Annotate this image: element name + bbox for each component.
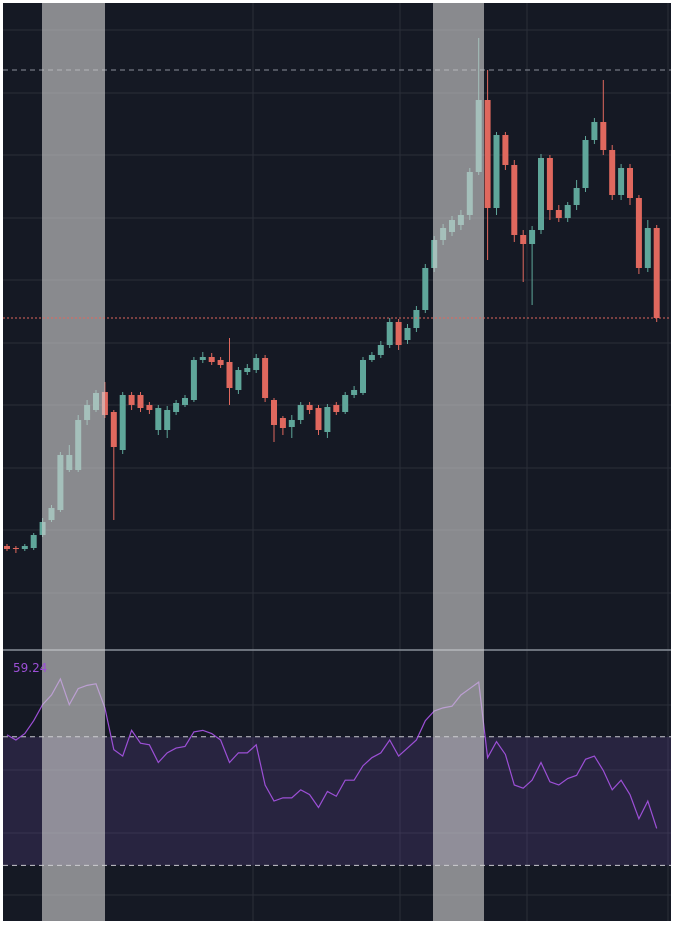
- candle-body: [351, 390, 358, 395]
- candle-body: [484, 100, 491, 208]
- rsi-line: [6, 677, 658, 829]
- candle-body: [368, 355, 375, 360]
- candle-body: [226, 362, 233, 388]
- candle-body: [271, 400, 277, 425]
- candle-body: [119, 395, 126, 450]
- candle-body: [520, 235, 527, 244]
- candle-body: [653, 228, 660, 318]
- candle-body: [635, 198, 642, 268]
- candle-body: [564, 205, 571, 218]
- rsi-band: [3, 736, 671, 866]
- candle-body: [253, 358, 260, 370]
- candle-body: [591, 122, 598, 140]
- candle-body: [582, 140, 589, 188]
- candle-body: [395, 322, 402, 345]
- candle-body: [244, 368, 251, 372]
- candle-body: [360, 360, 366, 393]
- candle-body: [644, 228, 651, 268]
- candle-body: [502, 135, 509, 165]
- candle-body: [235, 370, 242, 390]
- candle-body: [217, 360, 224, 365]
- candle-body: [538, 158, 544, 230]
- candle-body: [288, 420, 295, 427]
- candle-body: [529, 230, 536, 244]
- candle-body: [546, 158, 553, 210]
- candle-body: [377, 345, 384, 355]
- candle-body: [199, 357, 206, 360]
- candle-body: [128, 395, 135, 405]
- candle-body: [413, 310, 420, 328]
- candle-body: [324, 407, 331, 432]
- candle-body: [511, 165, 518, 235]
- candle-body: [600, 122, 607, 150]
- candle-body: [333, 405, 340, 412]
- candle-body: [208, 357, 215, 362]
- candle-body: [4, 546, 10, 549]
- rsi-value: 59.24: [13, 661, 47, 675]
- candle-body: [262, 358, 269, 398]
- candle-body: [609, 150, 616, 195]
- candle-body: [404, 328, 411, 340]
- candle-body: [146, 405, 153, 410]
- background: [3, 3, 671, 921]
- plot: [3, 38, 671, 866]
- candle-body: [555, 210, 562, 218]
- candle-body: [297, 405, 304, 420]
- candle-body: [386, 322, 393, 345]
- candle-body: [12, 548, 19, 549]
- candle-body: [110, 412, 117, 447]
- candle-body: [21, 546, 28, 549]
- candle-body: [164, 410, 171, 430]
- candle-body: [422, 268, 429, 310]
- candle-body: [182, 398, 188, 405]
- candle-body: [573, 188, 580, 205]
- candle-body: [190, 360, 197, 400]
- candle-body: [315, 408, 322, 430]
- candle-body: [493, 135, 500, 208]
- candle-body: [30, 535, 37, 548]
- candle-body: [137, 395, 144, 408]
- candle-body: [279, 418, 286, 428]
- candle-body: [306, 405, 313, 410]
- grid: [3, 3, 671, 921]
- candle-body: [155, 408, 162, 430]
- candle-body: [618, 168, 625, 195]
- highlights: [42, 3, 484, 921]
- candle-body: [627, 168, 633, 198]
- candle-body: [173, 403, 180, 412]
- candle-body: [342, 395, 349, 412]
